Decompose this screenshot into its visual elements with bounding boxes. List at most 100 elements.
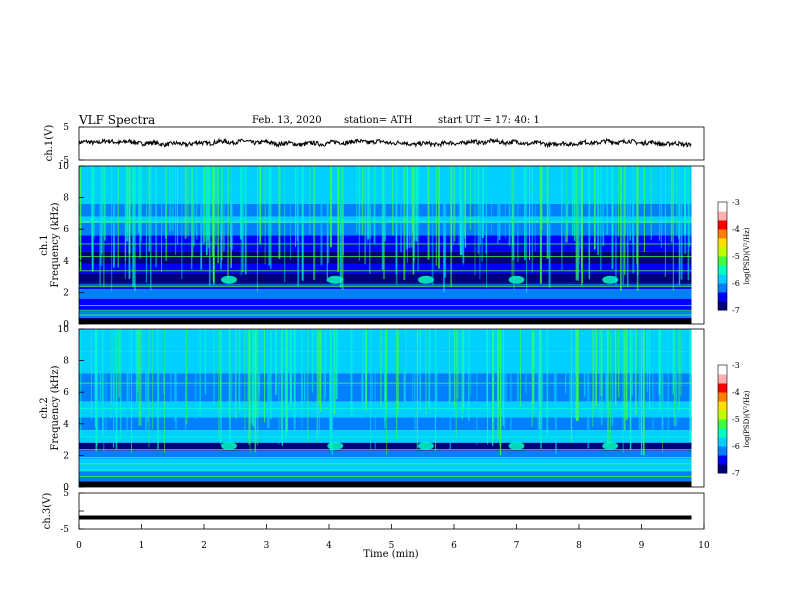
spectrogram-line <box>79 408 692 409</box>
spectrogram-sferic <box>479 166 481 280</box>
spectrogram-sferic <box>128 329 130 409</box>
spectrogram-sferic <box>204 329 207 395</box>
spectrogram-sferic <box>111 166 113 292</box>
spectrogram-sferic <box>650 166 652 240</box>
spectrogram-sferic <box>309 166 311 235</box>
spectrogram-sferic <box>181 166 183 280</box>
spectrogram-sferic <box>600 329 603 426</box>
spectrogram-sferic <box>117 166 119 268</box>
spectrogram-sferic <box>139 166 142 259</box>
spectrogram-sferic <box>99 329 102 417</box>
spectrogram-sferic <box>392 166 394 236</box>
spectrogram-band <box>79 442 692 451</box>
ch1-spec-ylabel-channel: ch.1 <box>39 234 50 256</box>
spectrogram-sferic <box>540 329 542 449</box>
spectrogram-sferic <box>371 329 373 400</box>
spectrogram-sferic <box>258 329 260 395</box>
spectrogram-sferic <box>244 329 246 431</box>
spectrogram-burst <box>508 275 525 284</box>
spectrogram-sferic <box>533 329 534 413</box>
spectrogram-sferic <box>370 329 372 450</box>
spectrogram-sferic <box>200 166 203 270</box>
spectrogram-sferic <box>193 166 195 247</box>
spec-ytick-label: 2 <box>63 451 69 461</box>
spectrogram-sferic <box>386 329 388 455</box>
spectrogram-sferic <box>339 166 342 288</box>
spectrogram-sferic <box>335 329 338 400</box>
spectrogram-sferic <box>575 166 577 281</box>
spectrogram-sferic <box>428 329 431 410</box>
spectrogram-sferic <box>316 329 318 442</box>
spectrogram-sferic <box>301 166 304 281</box>
spectrogram-line <box>79 309 692 311</box>
colorbar-segment <box>718 446 727 456</box>
panel-ch3-waveform: 5 -5 ch.3(V) 0 1 2 3 4 5 6 7 8 9 10 Time (min) <box>42 489 710 560</box>
spectrogram-sferic <box>416 329 418 449</box>
spectrogram-sferic <box>320 329 322 412</box>
spectrogram-sferic <box>461 329 463 420</box>
spectrogram-sferic <box>477 166 480 254</box>
spectrogram-sferic <box>255 329 257 410</box>
spectrogram-sferic <box>652 329 654 431</box>
spectrogram-sferic <box>553 329 556 419</box>
spec-ytick-label: 8 <box>63 194 69 204</box>
spectrogram-sferic <box>148 329 150 448</box>
spectrogram-sferic <box>158 329 160 413</box>
spectrogram-sferic <box>264 329 265 423</box>
spectrogram-sferic <box>450 166 453 252</box>
time-tick-label: 2 <box>201 541 207 551</box>
spectrogram-sferic <box>296 166 298 242</box>
spectrogram-sferic <box>580 166 582 250</box>
spectrogram-sferic <box>537 329 540 432</box>
spectrogram-sferic <box>615 166 617 286</box>
spectrogram-sferic <box>384 166 386 242</box>
colorbar-tick-label: -4 <box>732 225 740 234</box>
spectrogram-sferic <box>636 166 638 264</box>
spectrogram-sferic <box>643 166 645 253</box>
spectrogram-sferic <box>93 166 95 239</box>
spectrogram-sferic <box>203 166 205 243</box>
spectrogram-sferic <box>512 166 514 261</box>
spectrogram-band <box>79 251 692 264</box>
spectrogram-sferic <box>244 166 247 275</box>
colorbar-segment <box>718 392 727 402</box>
time-tick-label: 5 <box>389 541 395 551</box>
spectrogram-sferic <box>208 166 211 286</box>
spectrogram-sferic <box>384 329 386 429</box>
spectrogram-sferic <box>670 166 673 243</box>
spectrogram-sferic <box>184 166 187 239</box>
spectrogram-sferic <box>525 329 527 394</box>
spectrogram-sferic <box>397 329 399 413</box>
colorbar-segment <box>718 437 727 447</box>
spectrogram-sferic <box>96 329 98 447</box>
spectrogram-sferic <box>611 329 614 426</box>
spectrogram-sferic <box>504 166 506 239</box>
spectrogram-burst <box>221 441 237 450</box>
spectrogram-sferic <box>275 329 277 395</box>
spec-ytick-label: 10 <box>58 162 70 172</box>
spectrogram-sferic <box>207 166 210 249</box>
spectrogram-burst <box>417 275 434 284</box>
spec-ytick-label: 10 <box>58 325 70 335</box>
colorbar-segment <box>718 274 727 284</box>
spectrogram-sferic <box>138 329 140 427</box>
spectrogram-sferic <box>468 329 470 421</box>
time-tick-label: 6 <box>451 541 457 551</box>
spectrogram-band <box>79 289 692 299</box>
spectrogram-sferic <box>307 329 309 443</box>
spectrogram-sferic <box>534 166 536 252</box>
spectrogram-line <box>79 284 692 286</box>
ch1-spec-ylabel-frequency: Frequency (kHz) <box>50 202 61 287</box>
spectrogram-sferic <box>618 329 620 398</box>
spectrogram-sferic <box>330 166 332 248</box>
spectrogram-burst <box>508 441 525 450</box>
spectrogram-sferic <box>417 166 419 271</box>
spectrogram-sferic <box>148 166 150 252</box>
spectrogram-sferic <box>599 329 601 418</box>
spectrogram-sferic <box>498 166 501 241</box>
spectrogram-sferic <box>301 329 303 442</box>
spectrogram-sferic <box>329 329 331 445</box>
spectrogram-sferic <box>374 329 376 450</box>
spec-ytick-label: 8 <box>63 357 69 367</box>
spectrogram-sferic <box>165 166 168 262</box>
